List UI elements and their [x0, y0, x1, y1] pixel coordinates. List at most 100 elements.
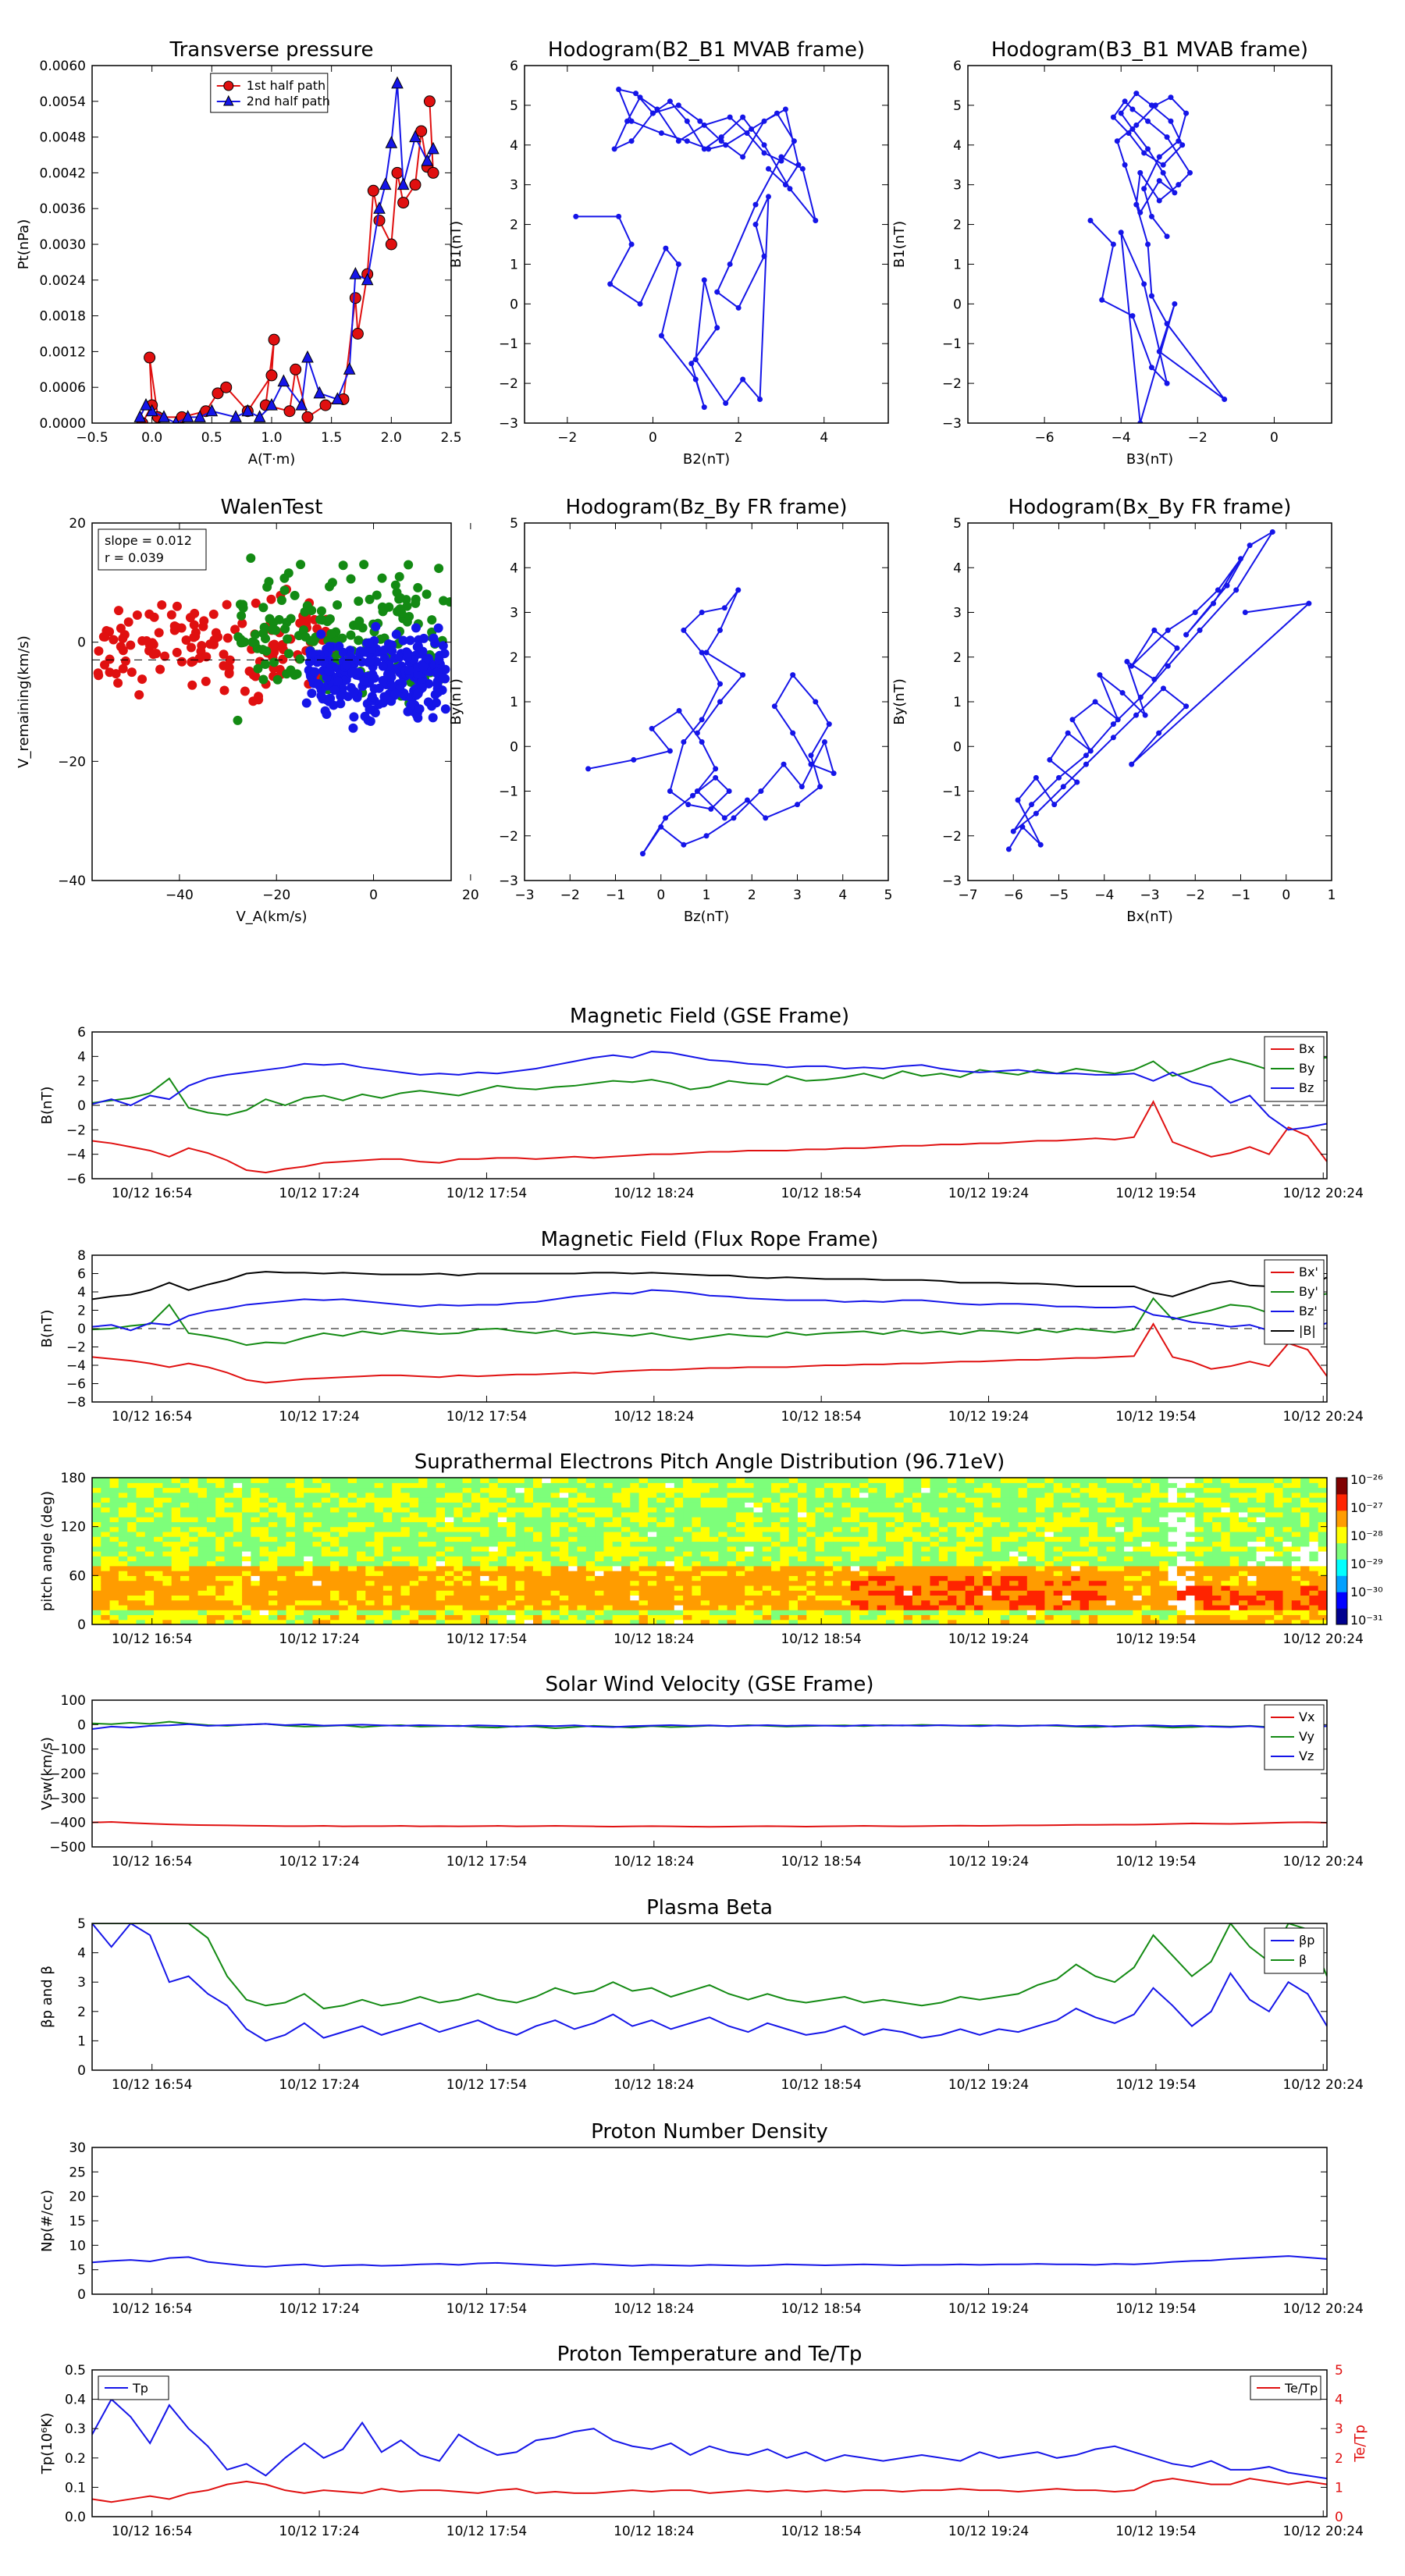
- pad-cell: [930, 1556, 940, 1562]
- pad-cell: [109, 1492, 119, 1498]
- pad-cell: [903, 1590, 913, 1596]
- walen-series-red: [93, 585, 339, 706]
- pad-cell: [718, 1556, 728, 1562]
- pad-cell: [683, 1526, 692, 1532]
- pad-cell: [956, 1487, 966, 1493]
- pad-cell: [612, 1502, 622, 1508]
- pad-cell: [833, 1610, 843, 1616]
- pad-cell: [788, 1575, 799, 1582]
- pad-cell: [489, 1556, 499, 1562]
- pad-cell: [330, 1614, 340, 1621]
- pad-cell: [1018, 1585, 1028, 1591]
- pad-cell: [497, 1541, 507, 1547]
- pad-cell: [1168, 1595, 1178, 1601]
- pad-cell: [1097, 1526, 1108, 1532]
- pad-cell: [559, 1619, 569, 1624]
- pad-cell: [339, 1580, 349, 1586]
- pad-cell: [692, 1531, 702, 1537]
- pad-cell: [101, 1585, 111, 1591]
- pad-cell: [1115, 1497, 1125, 1503]
- pad-cell: [233, 1590, 243, 1596]
- pad-cell: [815, 1580, 825, 1586]
- pad-cell: [621, 1502, 631, 1508]
- pad-cell: [1151, 1502, 1160, 1508]
- pad-cell: [850, 1599, 860, 1606]
- pad-cell: [710, 1487, 719, 1493]
- pad-cell: [991, 1580, 1001, 1586]
- pad-cell: [692, 1517, 702, 1522]
- pad-cell: [454, 1536, 464, 1542]
- pad-cell: [127, 1546, 137, 1552]
- pad-cell: [1133, 1604, 1143, 1610]
- tp-marker: [181, 410, 194, 422]
- hodo4-point: [1124, 658, 1130, 664]
- pad-cell: [1018, 1526, 1028, 1532]
- pad-cell: [330, 1585, 340, 1591]
- pad-cell: [1044, 1599, 1055, 1606]
- hodo4-point: [1142, 712, 1148, 718]
- pad-cell: [1124, 1526, 1133, 1532]
- hodo4-series-blue: [1005, 528, 1312, 852]
- pad-cell: [948, 1604, 957, 1610]
- pad-cell: [815, 1595, 825, 1601]
- pad-cell: [850, 1610, 860, 1616]
- pad-cell: [1141, 1492, 1151, 1498]
- pad-cell: [647, 1585, 657, 1591]
- pad-cell: [215, 1517, 226, 1522]
- pad-cell: [418, 1511, 428, 1517]
- pad-cell: [286, 1502, 296, 1508]
- pad-cell: [780, 1560, 790, 1567]
- pad-cell: [357, 1546, 366, 1552]
- pad-cell: [788, 1610, 799, 1616]
- pad-cell: [259, 1590, 269, 1596]
- pad-cell: [1133, 1619, 1143, 1624]
- pad-cell: [912, 1521, 922, 1528]
- pad-cell: [507, 1595, 516, 1601]
- pad-cell: [471, 1478, 481, 1483]
- pad-cell: [1026, 1595, 1037, 1601]
- pad-cell: [92, 1551, 101, 1557]
- pad-cell: [577, 1541, 587, 1547]
- pad-cell: [868, 1478, 878, 1483]
- tp-marker: [367, 184, 379, 197]
- pad-cell: [568, 1517, 578, 1522]
- pad-cell: [542, 1560, 552, 1567]
- walen-point: [346, 630, 356, 640]
- pad-cell: [577, 1482, 587, 1489]
- pad-cell: [718, 1517, 728, 1522]
- pad-cell: [374, 1571, 384, 1576]
- pad-cell: [189, 1619, 199, 1624]
- pad-cell: [868, 1610, 878, 1616]
- pad-cell: [497, 1478, 507, 1483]
- pad-cell: [710, 1585, 719, 1591]
- hodo1-point: [761, 142, 767, 148]
- pad-cell: [674, 1571, 684, 1576]
- pad-cell: [630, 1571, 640, 1576]
- pad-cell: [1071, 1590, 1081, 1596]
- pad-cell: [727, 1571, 737, 1576]
- hodo2-point: [1087, 217, 1094, 223]
- pad-cell: [550, 1526, 560, 1532]
- pad-cell: [445, 1614, 454, 1621]
- pad-cell: [224, 1531, 234, 1537]
- pad-cell: [92, 1497, 101, 1503]
- pad-cell: [788, 1619, 799, 1624]
- pad-cell: [515, 1507, 525, 1513]
- pad-cell: [550, 1556, 560, 1562]
- walen-point: [322, 709, 332, 719]
- pad-cell: [489, 1571, 499, 1576]
- pad-cell: [1088, 1502, 1098, 1508]
- pad-cell: [136, 1575, 146, 1582]
- pad-cell: [771, 1478, 781, 1483]
- pad-cell: [595, 1604, 604, 1610]
- pad-cell: [938, 1536, 948, 1542]
- tp-marker: [349, 292, 361, 304]
- pad-cell: [1080, 1619, 1090, 1624]
- pad-cell: [1106, 1551, 1116, 1557]
- pad-cell: [144, 1551, 155, 1557]
- hodo1-xtick-label: 4: [820, 430, 828, 446]
- pad-cell: [154, 1580, 163, 1586]
- pad-cell: [683, 1575, 692, 1582]
- pad-cell: [189, 1590, 199, 1596]
- pad-cell: [251, 1604, 261, 1610]
